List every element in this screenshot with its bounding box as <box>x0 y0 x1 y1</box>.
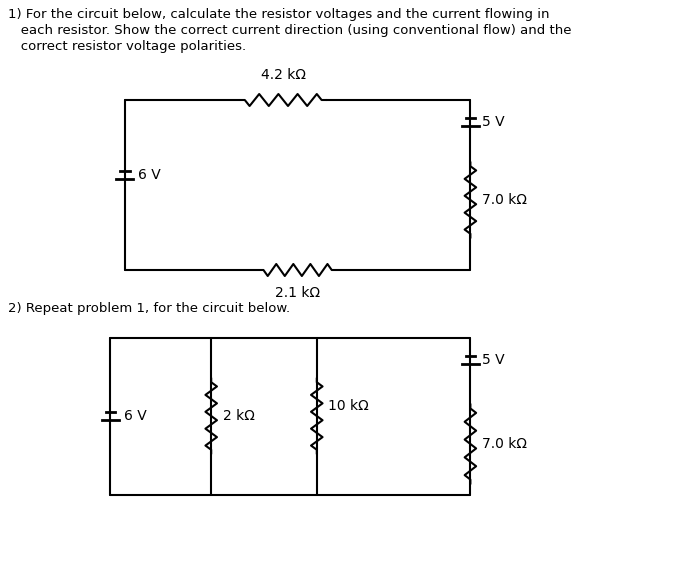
Text: 4.2 kΩ: 4.2 kΩ <box>261 68 305 82</box>
Text: 10 kΩ: 10 kΩ <box>329 399 369 413</box>
Text: 5 V: 5 V <box>482 353 505 367</box>
Text: 5 V: 5 V <box>482 115 505 129</box>
Text: 7.0 kΩ: 7.0 kΩ <box>482 437 527 451</box>
Text: each resistor. Show the correct current direction (using conventional flow) and : each resistor. Show the correct current … <box>8 24 571 37</box>
Text: 6 V: 6 V <box>138 168 161 182</box>
Text: correct resistor voltage polarities.: correct resistor voltage polarities. <box>8 40 246 53</box>
Text: 2) Repeat problem 1, for the circuit below.: 2) Repeat problem 1, for the circuit bel… <box>8 302 290 315</box>
Text: 7.0 kΩ: 7.0 kΩ <box>482 193 527 207</box>
Text: 2 kΩ: 2 kΩ <box>223 409 254 423</box>
Text: 6 V: 6 V <box>124 409 147 423</box>
Text: 1) For the circuit below, calculate the resistor voltages and the current flowin: 1) For the circuit below, calculate the … <box>8 8 549 21</box>
Text: 2.1 kΩ: 2.1 kΩ <box>275 286 320 300</box>
